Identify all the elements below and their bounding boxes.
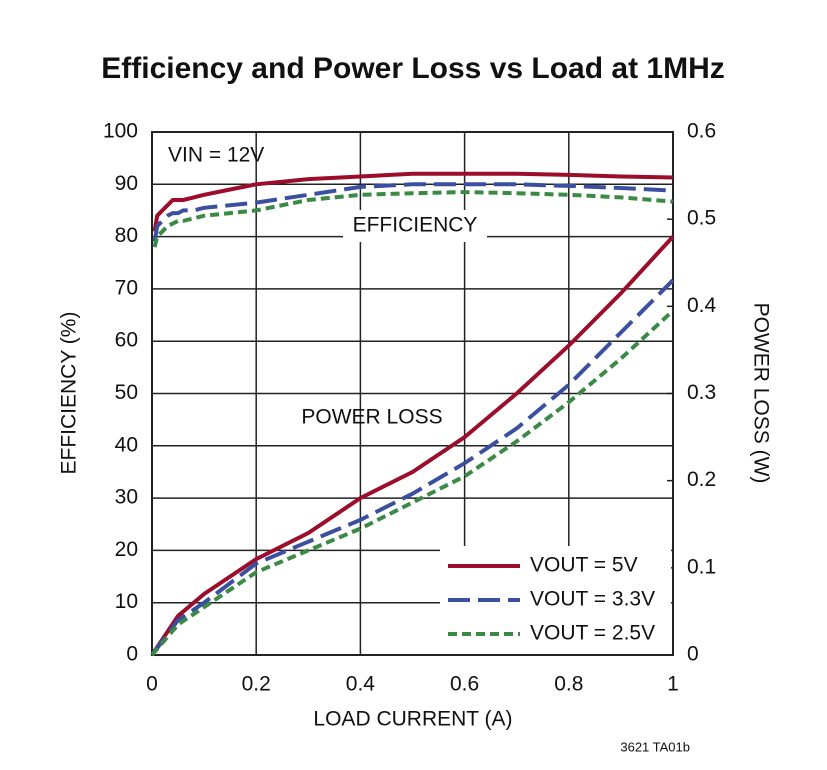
x-tick-label: 0 — [146, 673, 158, 696]
y2-tick-label: 0.1 — [687, 555, 716, 578]
chart-title: Efficiency and Power Loss vs Load at 1MH… — [101, 52, 725, 85]
power_loss-line — [150, 278, 675, 657]
efficiency-line — [152, 171, 674, 232]
y2-axis-label: POWER LOSS (W) — [749, 303, 772, 484]
x-tick-label: 0.8 — [554, 673, 583, 696]
annotation: POWER LOSS — [301, 406, 442, 429]
y-tick-label: 40 — [115, 433, 138, 456]
y-tick-label: 60 — [115, 329, 138, 352]
y2-tick-label: 0.4 — [687, 294, 717, 317]
y2-tick-label: 0.5 — [687, 207, 716, 230]
x-axis-label: LOAD CURRENT (A) — [313, 708, 512, 731]
footnote: 3621 TA01b — [620, 739, 690, 754]
y2-tick-label: 0.6 — [687, 120, 716, 143]
efficiency-line — [152, 182, 674, 243]
power_loss-line — [150, 235, 675, 657]
y2-tick-label: 0.3 — [687, 381, 716, 404]
x-tick-label: 0.2 — [242, 673, 271, 696]
x-tick-label: 1 — [667, 673, 679, 696]
y-tick-label: 100 — [103, 120, 138, 143]
legend-label: VOUT = 5V — [530, 554, 638, 577]
y-tick-label: 20 — [115, 538, 138, 561]
y-tick-label: 0 — [126, 643, 138, 666]
plot-frame — [151, 131, 674, 656]
annotation: EFFICIENCY — [353, 214, 478, 237]
efficiency-line — [152, 190, 674, 248]
y-tick-label: 50 — [115, 381, 138, 404]
y-axis-label: EFFICIENCY (%) — [58, 312, 81, 475]
annotation: VIN = 12V — [168, 144, 264, 167]
y2-tick-label: 0 — [687, 643, 699, 666]
y-tick-label: 10 — [115, 590, 138, 613]
y-tick-label: 80 — [115, 224, 138, 247]
x-tick-label: 0.6 — [450, 673, 479, 696]
y2-tick-label: 0.2 — [687, 468, 716, 491]
y-tick-label: 70 — [115, 276, 138, 299]
y-tick-label: 90 — [115, 172, 138, 195]
y-tick-label: 30 — [115, 486, 138, 509]
x-tick-label: 0.4 — [346, 673, 376, 696]
legend-label: VOUT = 3.3V — [530, 588, 655, 611]
annotation-background — [343, 210, 487, 242]
legend-label: VOUT = 2.5V — [530, 622, 655, 645]
